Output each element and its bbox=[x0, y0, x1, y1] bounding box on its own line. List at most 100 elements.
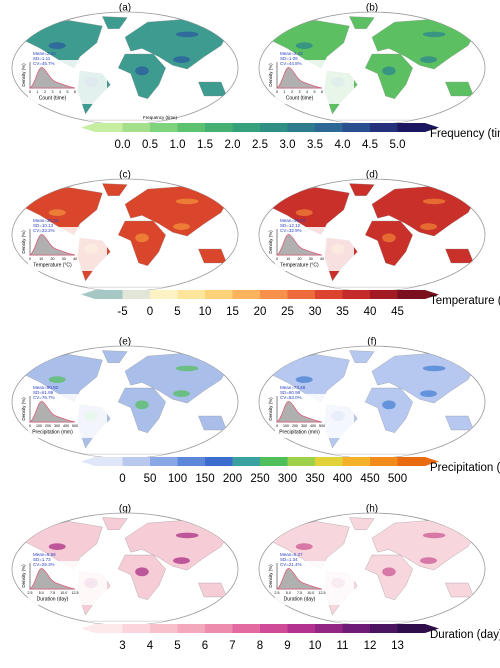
colorbar-segment bbox=[205, 123, 233, 132]
density-curve bbox=[275, 568, 323, 590]
colorbar-segment bbox=[122, 290, 151, 299]
colorbar-tick: 30 bbox=[309, 306, 322, 318]
density-curve bbox=[28, 568, 76, 590]
inset-tick: 5 bbox=[67, 90, 69, 94]
inset-tick: 400 bbox=[310, 424, 316, 428]
colorbar-segment bbox=[205, 290, 233, 299]
colorbar-tick: 5.0 bbox=[390, 139, 406, 151]
colorbar-tick: 15 bbox=[226, 306, 239, 318]
map-patch bbox=[382, 567, 396, 577]
inset-stat: SD=1.73 bbox=[33, 557, 51, 562]
colorbar-arrow bbox=[425, 290, 439, 299]
continent bbox=[349, 183, 375, 196]
inset-stat: CV=26.3% bbox=[33, 562, 55, 567]
colorbar-segment bbox=[150, 624, 178, 633]
density-curve bbox=[28, 234, 76, 256]
colorbar-tick: 350 bbox=[305, 473, 324, 485]
colorbar-tick: 0.0 bbox=[115, 139, 131, 151]
colorbar-segment bbox=[150, 457, 178, 466]
map-patch bbox=[173, 390, 190, 397]
colorbar-title: Precipitation (mm) bbox=[430, 462, 500, 474]
inset-tick: 30 bbox=[62, 257, 66, 261]
panel-label: (d) bbox=[366, 170, 378, 181]
colorbar-segment bbox=[287, 624, 316, 633]
map-patch bbox=[175, 31, 199, 38]
map-patch bbox=[420, 557, 437, 564]
inset-tick: 20 bbox=[51, 257, 55, 261]
colorbar-segment bbox=[287, 457, 316, 466]
colorbar-tick: 450 bbox=[360, 473, 379, 485]
colorbar-tick: 2.0 bbox=[225, 139, 241, 151]
colorbar-tick: 35 bbox=[336, 306, 349, 318]
colorbar-tick: 7 bbox=[229, 640, 235, 652]
inset-tick: 4 bbox=[306, 90, 308, 94]
inset-x-label: Precipitation (mm) bbox=[279, 429, 320, 435]
continent bbox=[117, 387, 166, 433]
inset-tick: 2.5 bbox=[28, 591, 33, 595]
continent bbox=[45, 119, 205, 124]
inset-y-label: Density (%) bbox=[268, 564, 273, 588]
map-patch bbox=[135, 400, 149, 410]
inset-tick: 0 bbox=[29, 257, 31, 261]
density-curve bbox=[275, 234, 323, 256]
inset-tick: 1 bbox=[284, 90, 286, 94]
inset-y-label: Density (%) bbox=[268, 230, 273, 254]
map-patch bbox=[382, 400, 396, 410]
continent bbox=[364, 220, 413, 266]
map-patch bbox=[135, 233, 149, 243]
inset-tick: 0 bbox=[29, 90, 31, 94]
panel-label: (f) bbox=[367, 337, 376, 348]
colorbar-tick: 100 bbox=[168, 473, 187, 485]
continent bbox=[364, 53, 413, 99]
inset-tick: 7.5 bbox=[50, 591, 55, 595]
inset-tick: 10 bbox=[39, 257, 43, 261]
colorbar-tick: 45 bbox=[391, 306, 404, 318]
colorbar-tick: 8 bbox=[257, 640, 263, 652]
colorbar-arrow bbox=[81, 123, 95, 132]
inset-x-label: Count (time) bbox=[286, 95, 314, 101]
colorbar-segment bbox=[370, 457, 398, 466]
inset-stat: CV=44.8% bbox=[280, 61, 302, 66]
map-patch bbox=[295, 543, 313, 550]
inset-tick: 0 bbox=[29, 424, 31, 428]
inset-tick: 6 bbox=[321, 90, 323, 94]
colorbar-tick: 40 bbox=[364, 306, 377, 318]
colorbar-title: Frequency (time) bbox=[430, 128, 500, 140]
colorbar-tick: 0 bbox=[147, 306, 153, 318]
continent bbox=[349, 350, 375, 363]
inset-tick: 5 bbox=[314, 90, 316, 94]
colorbar-tick: 150 bbox=[195, 473, 214, 485]
colorbar-segment bbox=[287, 290, 316, 299]
colorbar-segment bbox=[397, 123, 426, 132]
inset-tick: 10.0 bbox=[60, 591, 67, 595]
inset-y-label: Density (%) bbox=[268, 397, 273, 421]
inset-tick: 10.0 bbox=[307, 591, 314, 595]
map-patch bbox=[422, 198, 446, 205]
continent bbox=[292, 453, 452, 458]
inset-tick: 100 bbox=[283, 424, 289, 428]
colorbar-segment bbox=[177, 624, 206, 633]
colorbar-tick: 3.0 bbox=[280, 139, 296, 151]
panel-label: (e) bbox=[119, 337, 131, 348]
colorbar-tick: 25 bbox=[281, 306, 294, 318]
map-patch bbox=[175, 365, 199, 372]
colorbar-segment bbox=[205, 457, 233, 466]
colorbar-segment bbox=[232, 123, 261, 132]
panel-label: (g) bbox=[119, 504, 131, 515]
colorbar-tick: 3 bbox=[119, 640, 125, 652]
continent bbox=[102, 16, 128, 29]
inset-stat: CV=32.9% bbox=[280, 228, 302, 233]
inset-stat: Mean=2.43 bbox=[33, 51, 56, 56]
density-curve bbox=[28, 67, 76, 89]
colorbar-tick: 2.5 bbox=[252, 139, 268, 151]
inset-tick: 2.5 bbox=[275, 591, 280, 595]
continent bbox=[45, 453, 205, 458]
inset-x-label: Count (time) bbox=[39, 95, 67, 101]
inset-tick: 200 bbox=[292, 424, 298, 428]
colorbar-tick: 10 bbox=[199, 306, 212, 318]
map-patch bbox=[382, 233, 396, 243]
inset-tick: 3 bbox=[52, 90, 54, 94]
inset-tick: 30 bbox=[309, 257, 313, 261]
inset-stat: SD=61.99 bbox=[33, 390, 54, 395]
